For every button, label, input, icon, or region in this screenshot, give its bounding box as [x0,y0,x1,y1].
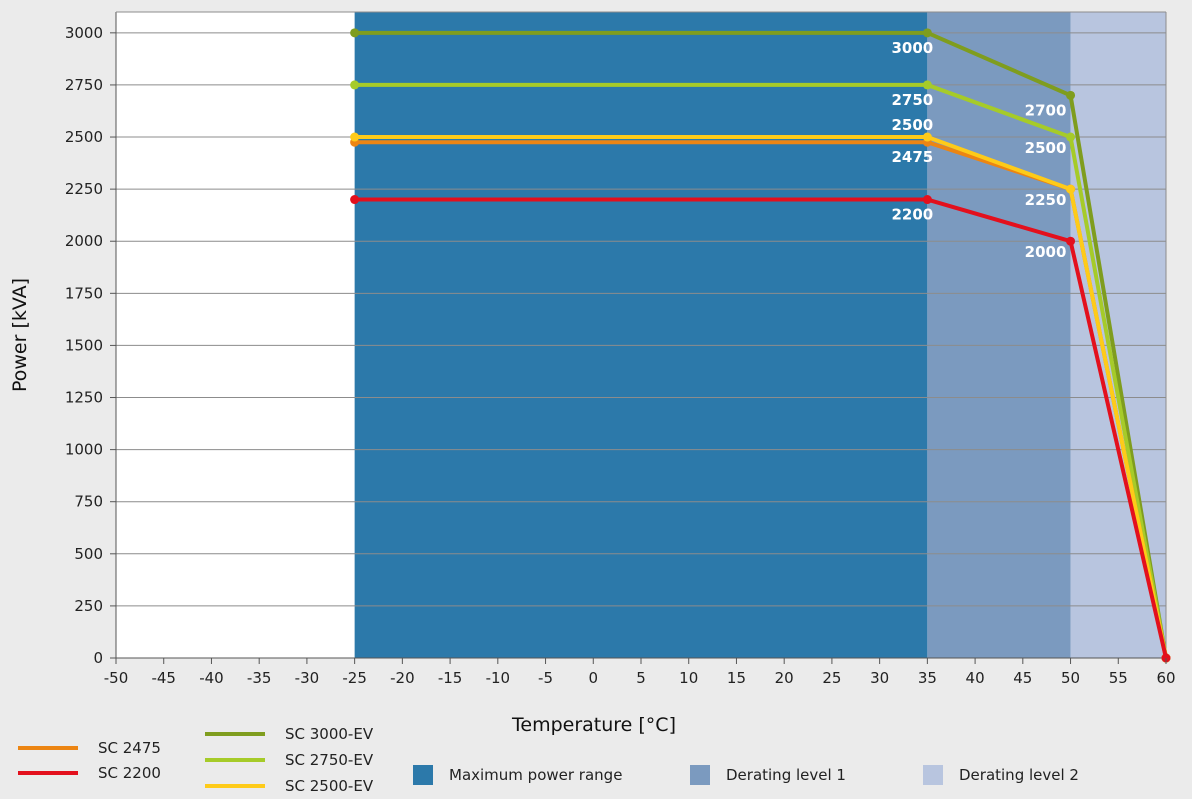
point-label: 2750 [891,91,933,109]
y-tick-label: 1750 [65,284,103,302]
point-label: 2500 [1025,139,1067,157]
x-tick-label: 20 [775,669,794,687]
x-tick-label: 15 [727,669,746,687]
x-tick-label: 50 [1061,669,1080,687]
y-tick-labels: 0 250 500 750 1000 1250 1500 1750 2000 2250 2500 27… [65,24,116,667]
y-tick-label: 250 [74,597,103,615]
data-point [350,195,360,205]
point-label: 2000 [1025,243,1067,261]
x-tick-label: -20 [390,669,415,687]
series-sc-2750-ev [350,80,1171,663]
data-point [350,80,360,90]
x-tick-label: -15 [438,669,463,687]
y-tick-label: 0 [93,649,103,667]
data-point [922,195,932,205]
point-label: 2475 [891,148,933,166]
x-tick-label: -35 [247,669,272,687]
series-sc-3000-ev [350,28,1171,663]
x-tick-label: 45 [1013,669,1032,687]
x-tick-label: 40 [966,669,985,687]
y-tick-label: 750 [74,493,103,511]
x-tick-label: 25 [822,669,841,687]
series-line-sc-2750-ev [352,82,1168,660]
x-tick-label: 30 [870,669,889,687]
region-derating-level-1 [927,12,1071,658]
y-tick-label: 2000 [65,232,103,250]
x-tick-label: -25 [342,669,367,687]
data-point [922,132,932,142]
data-point [350,28,360,38]
y-tick-label: 2750 [65,76,103,94]
x-tick-label: -45 [151,669,176,687]
x-tick-label: 60 [1156,669,1175,687]
x-tick-label: 10 [679,669,698,687]
y-tick-label: 1000 [65,441,103,459]
point-label: 2200 [891,206,933,224]
y-tick-label: 2250 [65,180,103,198]
data-point [1066,184,1076,194]
x-tick-label: -50 [104,669,129,687]
point-label: 2700 [1025,101,1067,119]
x-tick-label: 55 [1109,669,1128,687]
x-tick-label: -5 [538,669,553,687]
x-tick-label: -10 [486,669,511,687]
x-tick-label: 0 [588,669,598,687]
data-point [1066,90,1076,100]
y-tick-label: 3000 [65,24,103,42]
y-axis-title: Power [kVA] [9,278,31,392]
x-tick-label: 35 [918,669,937,687]
data-point [350,132,360,142]
y-tick-label: 1500 [65,336,103,354]
x-tick-label: -30 [295,669,320,687]
y-tick-label: 500 [74,545,103,563]
data-point [922,28,932,38]
data-point [922,80,932,90]
y-tick-label: 1250 [65,389,103,407]
point-label: 2500 [891,116,933,134]
region-derating-level-2 [1070,12,1166,658]
series-line-sc-3000-ev [352,30,1168,660]
point-label: 3000 [891,39,933,57]
region-maximum-power-range [354,12,928,658]
series-line-sc-2500-ev [352,135,1168,660]
regions-layer [354,12,1166,658]
data-point [1066,132,1076,142]
y-tick-label: 2500 [65,128,103,146]
data-point [1066,236,1076,246]
point-labels-layer: 3000 2750 2500 2475 2200 2700 2500 2250 2000 [891,39,1066,261]
x-tick-labels: -50 -45 -40 -35 -30 -25 -20 -15 -10 -5 0 5 10 15 20 25 3… [104,658,1176,687]
series-layer [350,28,1171,663]
x-axis-title: Temperature [°C] [511,714,676,736]
series-line-sc-2200 [352,197,1168,660]
point-label: 2250 [1025,191,1067,209]
x-tick-label: -40 [199,669,224,687]
x-tick-label: 5 [636,669,646,687]
